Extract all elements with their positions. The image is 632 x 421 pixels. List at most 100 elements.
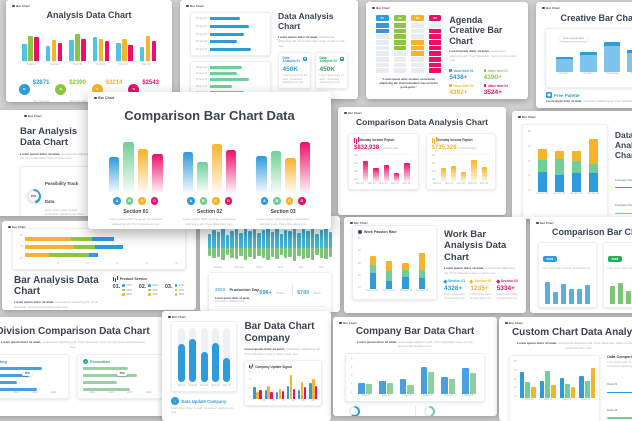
bullet-icon: [449, 69, 452, 72]
axis-label: 40: [248, 370, 252, 373]
axis-label: 10: [528, 189, 531, 192]
logo-text: Bar Chart: [540, 221, 554, 225]
bar: [270, 392, 273, 399]
stacked-bar: [386, 237, 393, 289]
slide-analysis-data-chart[interactable]: Bar Chart Analysis Data Chart Data 01 Dat…: [6, 0, 172, 102]
bar: [301, 248, 306, 259]
bar: [208, 248, 212, 256]
slide-company-bar-data-chart[interactable]: Bar Chart Company Bar Data Chart Lorem i…: [333, 317, 497, 416]
legend-group: 01. 30% 55% 62%: [113, 284, 132, 298]
axis-label: Project 02: [196, 72, 208, 76]
stacked-bars: [534, 130, 602, 192]
percent-list: 30% 55% 62%: [122, 284, 132, 298]
intro-text: Lorem ipsum dolor sit amet, consectetur …: [355, 340, 475, 349]
agenda-cell: [376, 23, 389, 28]
axis-label: 01: [262, 398, 266, 402]
intro-bold: Lorem ipsum dolor sit amet,: [0, 340, 42, 344]
bar: [239, 232, 243, 248]
axis-label: Monday: [559, 72, 569, 75]
section-desc: Lorem ipsum dolor sit amet, consectetur …: [182, 217, 237, 226]
bar: [137, 148, 149, 192]
bar-group: [399, 358, 414, 394]
year-card-2023: 2023 Lorem ipsum dolor sit amet, consect…: [603, 242, 632, 309]
stat-value: $2543: [142, 80, 159, 86]
bar-group: [539, 360, 556, 398]
bar: [81, 39, 86, 61]
slide-title: Work Bar Analysis Data Chart: [444, 229, 507, 263]
slide-custom-chart-data-analysis[interactable]: Bar Chart Custom Chart Data Analysis Lor…: [499, 317, 632, 421]
bar: [315, 385, 318, 399]
hbar-chart: [0, 367, 63, 391]
bar: [328, 231, 333, 248]
bar: [319, 230, 324, 248]
bar-segment: [571, 161, 581, 174]
slide-agenda-creative-bar-chart[interactable]: Bar Chart 01 02 03 04 “Lorem ipsum dolor si…: [366, 2, 528, 99]
bar: [288, 231, 292, 248]
axis-label: Product 04: [416, 289, 429, 292]
mirrored-bar-chart: [208, 222, 333, 265]
bar: [315, 233, 319, 248]
bar: [252, 248, 257, 259]
agenda-cell: [411, 68, 424, 74]
slide-work-bar-analysis[interactable]: Bar Chart Work Passion Rate 50 40 30 20 10 P…: [344, 217, 526, 313]
axis-label: 10: [514, 395, 517, 398]
slide-comparison-data-analysis[interactable]: Bar Chart Comparison Data Analysis Chart…: [338, 107, 506, 215]
axis-label: 02: [272, 398, 275, 402]
bar: [208, 233, 212, 248]
hbar: [210, 66, 242, 69]
axis-label: Data 04: [96, 63, 105, 66]
percent-value: 45%: [152, 284, 158, 287]
stacked-bar: [588, 130, 598, 192]
percent-value: 55%: [126, 288, 132, 292]
legend-dot: [122, 288, 125, 292]
bar-segment: [537, 159, 547, 173]
legend-dot: B: [199, 197, 207, 205]
bar-segment: [537, 148, 547, 160]
bar: [230, 248, 234, 258]
bar-segment: [24, 244, 74, 249]
bar: [481, 166, 488, 182]
x-axis-labels: 01 02 03 04 05 06: [259, 399, 318, 402]
agenda-cell: [393, 45, 407, 51]
track-label: Data 02: [188, 384, 198, 387]
bar: [243, 248, 248, 261]
axis-label: 20: [248, 387, 252, 390]
legend-list: Company Data 01Company Data 02Company Da…: [614, 168, 632, 219]
y-axis-labels: 50 40 30 20 10: [358, 237, 361, 289]
slide-title: Comparison Data Analysis Chart: [356, 117, 488, 127]
slide-bar-data-chart-company[interactable]: Bar Chart Data 01 Data 02 Data 03 Data 04 Da…: [162, 311, 331, 421]
bar-series: [437, 153, 490, 182]
bullet-icon: [483, 69, 487, 72]
stat-value: 4328+: [444, 284, 463, 292]
slide-creative-bar-chart[interactable]: Bar Chart Creative Bar Chart Lorem ipsum…: [536, 2, 632, 108]
bar: [197, 162, 208, 192]
section-name: Section 02: [197, 208, 223, 215]
x-axis-labels: Data 01 Data 02 Data 03 Data 04 Data 05 Data …: [20, 63, 158, 66]
stacked-bar: [571, 130, 581, 192]
bar: [306, 230, 310, 248]
data-card-2: Data Analysis 02 450K Lorem ipsum dolor …: [315, 52, 348, 90]
axis-label: 03: [20, 256, 23, 260]
slide-division-comparison[interactable]: Division Comparison Data Chart Lorem ips…: [0, 317, 176, 416]
bar: [450, 166, 457, 182]
slide-title: Bar Analysis Data Chart: [20, 126, 78, 149]
chart-icon: [339, 56, 344, 61]
slide-stacked-data-analysis[interactable]: Bar Chart 50 40 30 20 10 Section 01 Section 0…: [512, 111, 632, 219]
bar: [225, 150, 237, 192]
palette-icon: ◆: [546, 92, 552, 98]
slide-production-chart[interactable]: January February March April May June 2023 Pr…: [200, 216, 340, 312]
slide-data-analysis-chart[interactable]: Bar Chart Project 01 Project 02 Project 03…: [180, 0, 358, 99]
legend-dot: [174, 284, 178, 287]
card-desc: Lorem ipsum dolor sit amet, consectetur …: [282, 74, 307, 85]
agenda-cell: [428, 40, 442, 45]
track-fill: [189, 338, 197, 382]
bar: [462, 367, 469, 394]
slide-bar-analysis-hstack[interactable]: Bar Chart 01 02 03 0 10 20 30 40 50 Bar Analysi…: [2, 221, 196, 310]
x-axis-ticks: 0 10 20 30 40 50: [28, 262, 178, 265]
bar-cap: [627, 49, 632, 53]
bar: [309, 383, 312, 399]
slide-comparison-years[interactable]: Bar Chart Comparison Bar Chart 2022 Lore…: [530, 217, 632, 313]
axis-label: 50: [528, 130, 531, 133]
agenda-cell: [428, 51, 442, 57]
